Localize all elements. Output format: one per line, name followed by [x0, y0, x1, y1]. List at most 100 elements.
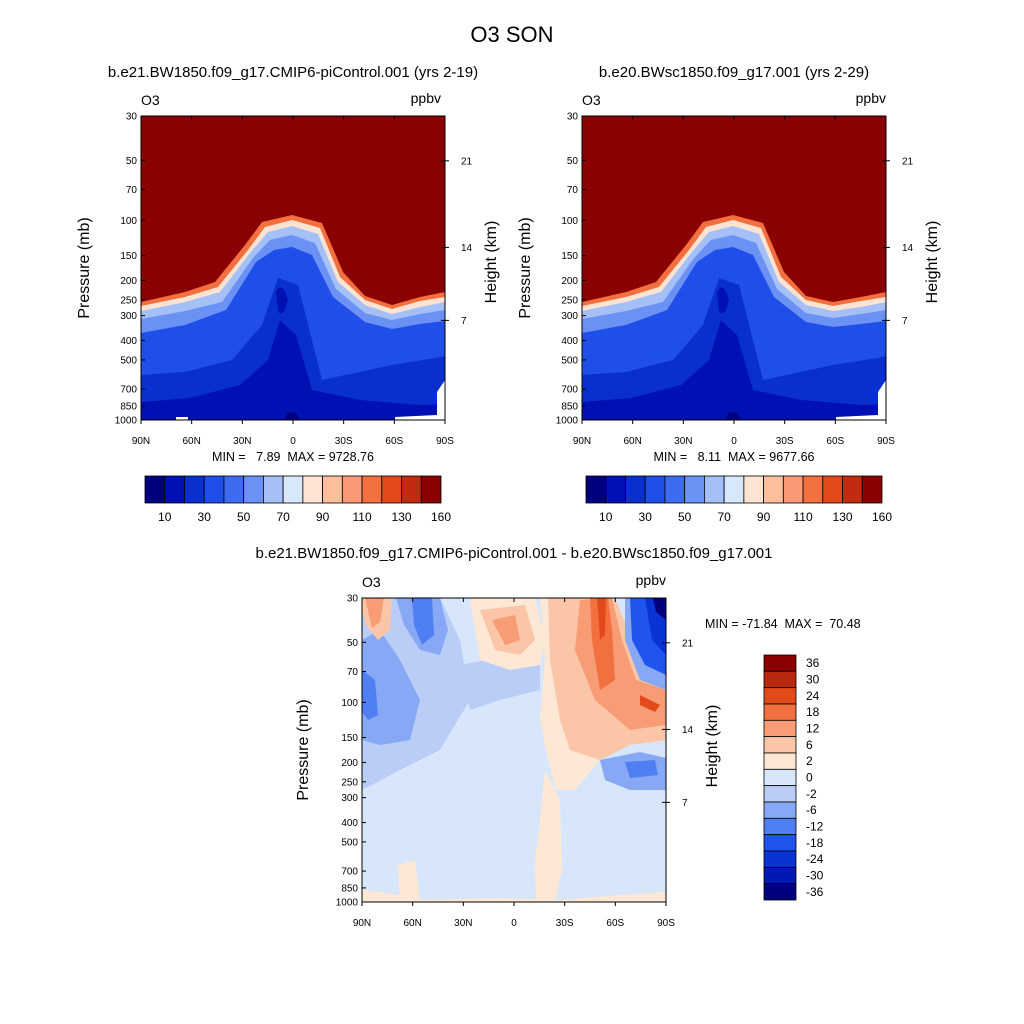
- colorbar-swatch: [763, 752, 797, 770]
- colorbar-label: 90: [757, 510, 771, 524]
- colorbar-label: 130: [833, 510, 853, 524]
- colorbar-label: 30: [806, 673, 820, 687]
- panel-a-contour-field: [141, 116, 445, 420]
- colorbar-label: -6: [806, 803, 817, 817]
- field-band: [597, 598, 606, 640]
- panel-b-colorbar: 10 30 50 70 90 110 130 160: [585, 475, 892, 524]
- colorbar-label: 70: [717, 510, 731, 524]
- field-band: [398, 860, 420, 902]
- y-right-tick-label: 7: [682, 798, 688, 809]
- colorbar-swatch: [763, 768, 797, 787]
- colorbar-swatch: [763, 801, 797, 819]
- y-tick-label: 850: [341, 883, 358, 894]
- colorbar-label: 6: [806, 738, 813, 752]
- x-tick-label: 60S: [606, 918, 624, 929]
- colorbar-swatch: [763, 785, 797, 803]
- panel-experiment-run: b.e20.BWsc1850.f09_g17.001 (yrs 2-29) O3…: [517, 64, 941, 524]
- colorbar-swatch: [585, 475, 607, 504]
- y-right-tick-label: 7: [902, 316, 908, 327]
- panel-b-ylabel: Pressure (mb): [517, 217, 534, 318]
- colorbar-swatch: [322, 475, 343, 504]
- y-tick-label: 700: [341, 867, 358, 878]
- colorbar-swatch: [763, 687, 797, 705]
- colorbar-label: 110: [352, 510, 371, 524]
- y-tick-label: 150: [561, 251, 578, 262]
- y-tick-label: 100: [341, 698, 358, 709]
- y-right-tick-label: 7: [461, 316, 467, 327]
- x-tick-label: 60N: [182, 436, 200, 447]
- field-band: [362, 890, 666, 902]
- colorbar-swatch: [782, 475, 804, 504]
- y-tick-label: 500: [341, 837, 358, 848]
- y-tick-label: 700: [561, 385, 578, 396]
- field-band: [640, 695, 660, 712]
- y-tick-label: 100: [561, 216, 578, 227]
- x-tick-label: 0: [731, 436, 737, 447]
- y-tick-label: 1000: [336, 898, 359, 909]
- colorbar-swatch: [723, 475, 745, 504]
- x-tick-label: 30N: [674, 436, 692, 447]
- colorbar-label: 50: [237, 510, 251, 524]
- colorbar-swatch: [763, 736, 797, 754]
- colorbar-label: 90: [316, 510, 330, 524]
- colorbar-swatch: [763, 719, 797, 738]
- colorbar-label: 2: [806, 754, 813, 768]
- colorbar-swatch: [822, 475, 843, 504]
- field-missing: [395, 415, 437, 420]
- y-tick-label: 30: [347, 594, 359, 605]
- colorbar-label: -18: [806, 836, 824, 850]
- colorbar-label: -30: [806, 869, 824, 883]
- y-tick-label: 300: [341, 793, 358, 804]
- colorbar-swatch: [625, 475, 646, 504]
- field-band: [625, 760, 658, 778]
- panel-a-units-label: ppbv: [411, 90, 441, 106]
- x-tick-label: 90S: [877, 436, 895, 447]
- y-tick-label: 300: [561, 311, 578, 322]
- colorbar-swatch: [664, 475, 686, 504]
- y-tick-label: 70: [567, 185, 579, 196]
- field-core: [284, 412, 300, 420]
- colorbar-swatch: [203, 475, 225, 504]
- colorbar-swatch: [743, 475, 764, 504]
- field-band: [492, 615, 520, 645]
- y-tick-label: 150: [341, 733, 358, 744]
- y-tick-label: 250: [120, 295, 137, 306]
- y-tick-label: 250: [341, 777, 358, 788]
- colorbar-swatch: [763, 834, 797, 852]
- colorbar-label: 110: [793, 510, 812, 524]
- colorbar-swatch: [282, 475, 304, 504]
- colorbar-swatch: [605, 475, 626, 504]
- colorbar-label: 10: [599, 510, 613, 524]
- y-tick-label: 850: [120, 401, 137, 412]
- colorbar-label: 30: [639, 510, 653, 524]
- colorbar-label: 24: [806, 689, 820, 703]
- panel-control-run: b.e21.BW1850.f09_g17.CMIP6-piControl.001…: [76, 64, 500, 524]
- x-tick-label: 30S: [776, 436, 794, 447]
- colorbar-label: -36: [806, 885, 824, 899]
- panel-b-title: b.e20.BWsc1850.f09_g17.001 (yrs 2-29): [599, 64, 869, 81]
- y-tick-label: 1000: [556, 416, 579, 427]
- panel-difference: b.e21.BW1850.f09_g17.CMIP6-piControl.001…: [255, 545, 860, 929]
- x-tick-label: 0: [290, 436, 296, 447]
- field-missing: [836, 415, 878, 420]
- figure-title: O3 SON: [470, 22, 553, 47]
- colorbar-swatch: [684, 475, 705, 504]
- y-tick-label: 30: [126, 112, 138, 123]
- panel-b-axes: 3050701001502002503004005007008501000211…: [556, 112, 914, 448]
- x-tick-label: 30N: [233, 436, 251, 447]
- x-tick-label: 90N: [353, 918, 371, 929]
- y-tick-label: 200: [341, 758, 358, 769]
- field-band: [535, 770, 562, 902]
- y-tick-label: 70: [347, 667, 359, 678]
- colorbar-swatch: [361, 475, 383, 504]
- x-tick-label: 30S: [556, 918, 574, 929]
- y-tick-label: 400: [561, 336, 578, 347]
- y-right-tick-label: 14: [682, 725, 694, 736]
- y-right-tick-label: 21: [461, 156, 473, 167]
- x-tick-label: 90S: [436, 436, 454, 447]
- y-tick-label: 50: [126, 156, 138, 167]
- field-band: [582, 320, 886, 420]
- y-tick-label: 850: [561, 401, 578, 412]
- colorbar-swatch: [763, 883, 797, 901]
- panel-a-ylabel-right: Height (km): [483, 221, 500, 304]
